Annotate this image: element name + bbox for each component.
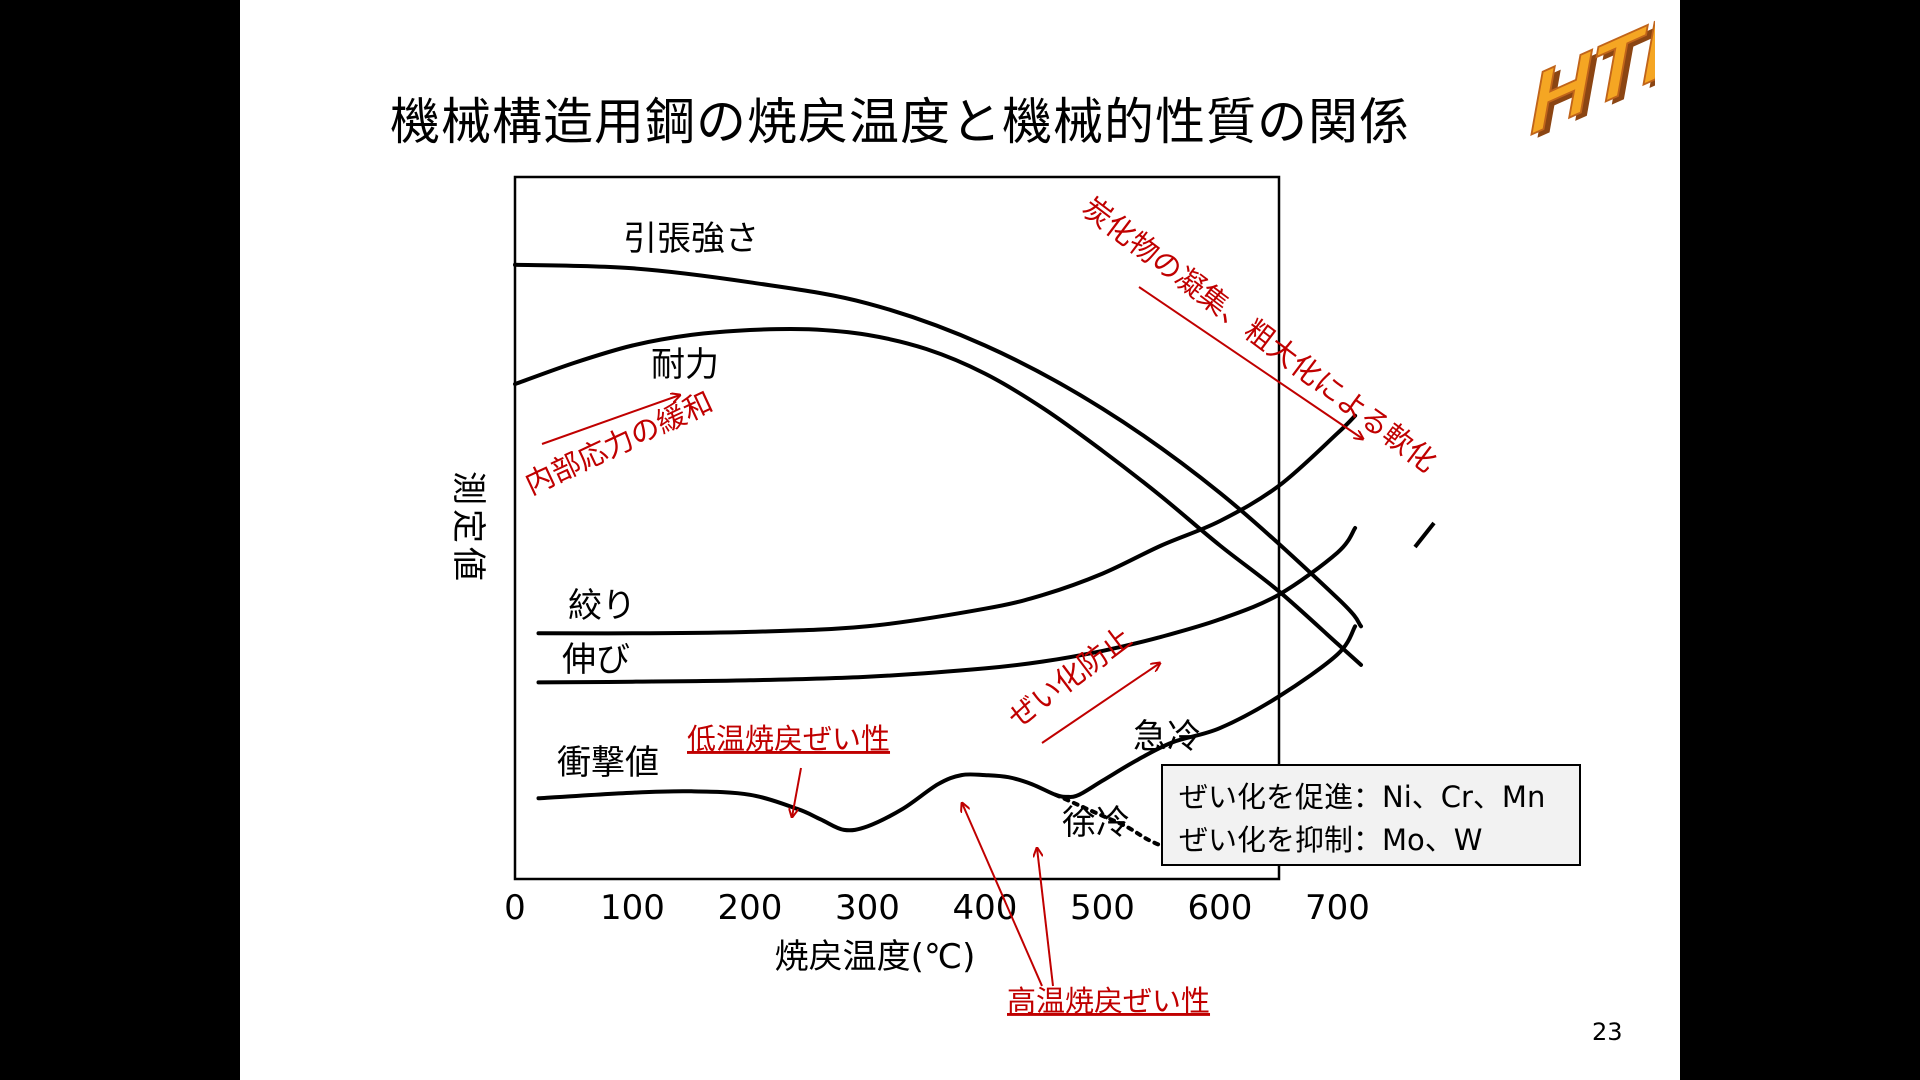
label-reduction-of-area: 絞り <box>568 586 636 626</box>
arrow-internal-stress-relief <box>541 395 680 445</box>
label-elongation: 伸び <box>562 640 630 680</box>
chart: 0 100 200 300 400 500 600 700 焼戻温度(℃) 測定値 引張強さ … <box>448 175 1443 1018</box>
arrow-high-temp-to-slow-cool <box>1037 848 1054 987</box>
series-line-4 <box>536 624 1358 833</box>
x-tick-label: 600 <box>1188 888 1253 928</box>
x-tick-label: 700 <box>1305 888 1370 928</box>
x-tick-label: 0 <box>504 888 526 928</box>
x-tick-label: 400 <box>953 888 1018 928</box>
arrow-embrittlement-prevention <box>1041 663 1160 744</box>
promote-elements-text: ぜい化を促進：Ni、Cr、Mn <box>1179 780 1546 814</box>
label-tensile-strength: 引張強さ <box>623 219 759 259</box>
embrittlement-elements-box: ぜい化を促進：Ni、Cr、Mn ぜい化を抑制：Mo、W <box>1161 764 1581 866</box>
x-tick-label: 200 <box>718 888 783 928</box>
page-number: 23 <box>1592 1018 1623 1046</box>
plot-area <box>513 175 1281 881</box>
label-quench: 急冷 <box>1133 717 1201 757</box>
x-axis-label: 焼戻温度(℃) <box>775 937 976 977</box>
suppress-elements-text: ぜい化を抑制：Mo、W <box>1179 823 1483 857</box>
x-tick-label: 100 <box>600 888 665 928</box>
slide-title: 機械構造用鋼の焼戻温度と機械的性質の関係 <box>390 93 1410 151</box>
label-impact-value: 衝撃値 <box>557 743 659 783</box>
label-slow-cool: 徐冷 <box>1062 803 1130 843</box>
series-line-2 <box>536 413 1358 636</box>
arrow-high-temp-to-quench <box>962 803 1043 987</box>
arrow-low-temp-temper-embrittlement <box>792 767 802 817</box>
x-tick-label: 500 <box>1070 888 1135 928</box>
arrow-carbide-softening <box>1138 286 1363 439</box>
y-axis-label: 測定値 <box>448 471 488 585</box>
annotation-low-temp-temper-embrittlement: 低温焼戻ぜい性 <box>687 722 890 756</box>
series-line-1 <box>513 326 1363 667</box>
label-yield-strength: 耐力 <box>651 345 719 385</box>
series-line-3 <box>536 526 1358 685</box>
slide: 機械構造用鋼の焼戻温度と機械的性質の関係 HTH HTH 0 100 200 300 4… <box>240 0 1680 1080</box>
x-tick-label: 300 <box>835 888 900 928</box>
annotation-high-temp-temper-embrittlement: 高温焼戻ぜい性 <box>1007 984 1210 1018</box>
hth-logo: HTH HTH <box>1529 10 1655 140</box>
x-tick-labels: 0 100 200 300 400 500 600 700 <box>504 888 1370 928</box>
tensile-endpoint-tick <box>1413 521 1436 549</box>
series-line-0 <box>513 262 1363 629</box>
